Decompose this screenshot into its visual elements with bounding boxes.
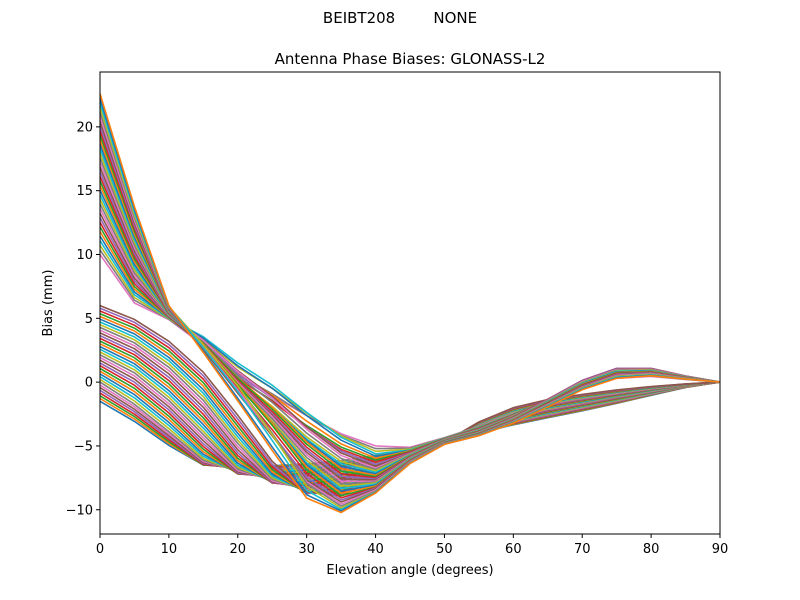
x-tick-label: 30	[298, 542, 315, 557]
x-tick-label: 10	[161, 542, 178, 557]
y-tick-label: 10	[76, 248, 93, 263]
x-tick-label: 70	[574, 542, 591, 557]
x-tick-label: 50	[436, 542, 453, 557]
x-axis-label: Elevation angle (degrees)	[326, 563, 493, 578]
chart-title: Antenna Phase Biases: GLONASS-L2	[275, 50, 546, 68]
x-tick-label: 20	[230, 542, 247, 557]
y-tick-label: 5	[85, 312, 93, 327]
series-line	[99, 329, 721, 491]
series-line	[99, 235, 721, 458]
x-tick-label: 0	[96, 542, 104, 557]
series-group	[99, 93, 721, 514]
y-tick-label: 0	[85, 376, 93, 391]
x-tick-label: 80	[643, 542, 660, 557]
x-ticks: 0 10 20 30 40 50 60 70 80 90	[96, 534, 728, 557]
y-axis-label: Bias (mm)	[41, 270, 56, 337]
series-line	[99, 157, 721, 485]
series-line	[99, 93, 721, 514]
figure-suptitle: BEIBT208 NONE	[322, 9, 478, 27]
x-tick-label: 60	[505, 542, 522, 557]
x-tick-label: 40	[367, 542, 384, 557]
series-line	[99, 326, 721, 492]
y-tick-label: 20	[76, 120, 93, 135]
x-tick-label: 90	[712, 542, 729, 557]
series-line	[99, 148, 721, 490]
y-tick-label: −10	[66, 503, 93, 518]
y-tick-label: 15	[76, 184, 93, 199]
series-line	[99, 318, 721, 494]
series-line	[99, 221, 721, 463]
y-ticks: −10 −5 0 5 10 15 20	[66, 120, 100, 518]
series-line	[99, 116, 721, 505]
axes-frame	[99, 71, 721, 535]
y-tick-label: −5	[74, 439, 93, 454]
series-line	[99, 180, 721, 478]
